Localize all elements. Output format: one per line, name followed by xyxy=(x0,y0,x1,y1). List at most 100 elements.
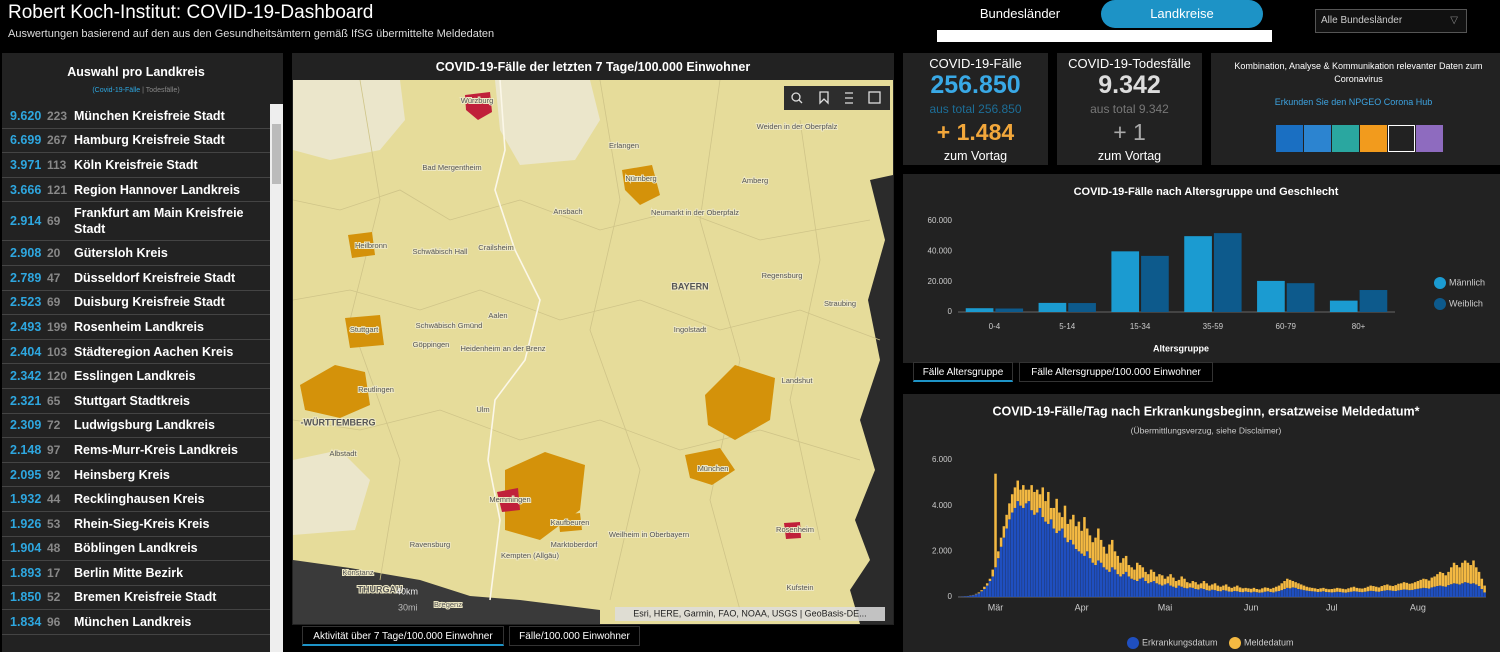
bar xyxy=(1019,505,1022,597)
list-row[interactable]: 2.309 72 Ludwigsburg Landkreis xyxy=(2,414,270,439)
bar xyxy=(1355,587,1359,592)
list-row[interactable]: 6.699 267 Hamburg Kreisfreie Stadt xyxy=(2,129,270,154)
bar xyxy=(1436,574,1439,587)
age-tab[interactable]: Fälle Altersgruppe/100.000 Einwohner xyxy=(1019,362,1213,382)
row-deaths: 223 xyxy=(47,108,68,123)
bar xyxy=(1324,588,1328,592)
bar xyxy=(1247,588,1250,592)
row-name: Gütersloh Kreis xyxy=(74,246,168,261)
bar xyxy=(1035,512,1039,597)
state-border xyxy=(487,80,541,601)
list-row[interactable]: 2.095 92 Heinsberg Kreis xyxy=(2,463,270,488)
dropdown[interactable]: Alle Bundesländer ▽ xyxy=(1315,9,1467,33)
scale-mi: 30mi xyxy=(398,602,418,612)
bar xyxy=(983,586,986,590)
list-row[interactable]: 2.404 103 Städteregion Aachen Kreis xyxy=(2,340,270,365)
tool-basemap[interactable] xyxy=(868,91,881,104)
icon[interactable] xyxy=(1388,125,1415,152)
tool-search[interactable] xyxy=(791,92,801,102)
list-row[interactable]: 2.321 65 Stuttgart Stadtkreis xyxy=(2,389,270,414)
bar xyxy=(965,308,994,312)
info-link[interactable]: Erkunden Sie den NPGEO Corona Hub xyxy=(1274,97,1433,107)
map-label: Reutlingen xyxy=(358,385,394,394)
list-row[interactable]: 3.666 121 Region Hannover Landkreis xyxy=(2,178,270,203)
map-toolbar[interactable] xyxy=(784,86,890,110)
bar xyxy=(1152,571,1156,582)
bar xyxy=(1402,589,1406,597)
map-tab[interactable]: Fälle/100.000 Einwohner xyxy=(509,626,640,646)
bar xyxy=(1038,507,1042,597)
bar xyxy=(1197,589,1200,597)
tool-bookmark[interactable] xyxy=(819,91,829,105)
bar xyxy=(1044,501,1047,522)
bar xyxy=(1425,579,1428,589)
bar xyxy=(1072,544,1075,597)
bar xyxy=(1083,517,1086,556)
bar xyxy=(1311,591,1314,597)
bar xyxy=(1319,591,1322,597)
bar xyxy=(1127,565,1131,577)
y-tick-label: 20.000 xyxy=(928,277,953,286)
list-row[interactable]: 2.523 69 Duisburg Kreisfreie Stadt xyxy=(2,291,270,316)
bar xyxy=(1274,591,1278,597)
bar xyxy=(1149,569,1153,583)
bar xyxy=(1149,582,1153,597)
bar xyxy=(1333,592,1336,597)
icon[interactable] xyxy=(1332,125,1359,152)
card-title: COVID-19-Fälle xyxy=(929,56,1022,71)
card-title: COVID-19-Todesfälle xyxy=(1068,56,1191,71)
list-row[interactable]: 2.148 97 Rems-Murr-Kreis Landkreis xyxy=(2,438,270,463)
icon[interactable] xyxy=(1360,125,1387,152)
bar xyxy=(1480,578,1484,590)
list-row[interactable]: 9.620 223 München Kreisfreie Stadt xyxy=(2,104,270,129)
list-row[interactable]: 2.914 69 Frankfurt am Main Kreisfreie Stad… xyxy=(2,202,270,242)
bar xyxy=(1130,567,1133,579)
bar xyxy=(1063,505,1067,538)
scale-km: 40km xyxy=(396,586,418,596)
bar xyxy=(999,537,1003,547)
row-deaths: 53 xyxy=(47,516,61,531)
bar xyxy=(1002,537,1006,597)
list-row[interactable]: 1.834 96 München Landkreis xyxy=(2,610,270,635)
tool-legend[interactable] xyxy=(845,92,853,104)
tab-active[interactable]: Landkreise xyxy=(1101,0,1263,28)
bar xyxy=(1305,586,1309,591)
list-row[interactable]: 1.850 52 Bremen Kreisfreie Stadt xyxy=(2,586,270,611)
list-row[interactable]: 1.893 17 Berlin Mitte Bezirk xyxy=(2,561,270,586)
bar xyxy=(1280,590,1283,597)
bar xyxy=(1219,591,1222,597)
row-deaths: 69 xyxy=(47,295,61,310)
chart-title: COVID-19-Fälle/Tag nach Erkrankungsbegin… xyxy=(993,404,1420,418)
list-row[interactable]: 2.908 20 Gütersloh Kreis xyxy=(2,241,270,266)
dropdown-arrow: ▽ xyxy=(1450,15,1458,26)
bar xyxy=(1188,587,1192,597)
map-tab[interactable]: Aktivität über 7 Tage/100.000 Einwohner xyxy=(302,626,504,646)
icon[interactable] xyxy=(1276,125,1303,152)
list: 9.620 223 München Kreisfreie Stadt 6.699 267… xyxy=(2,104,270,635)
bar xyxy=(977,592,981,594)
row-cases: 2.309 xyxy=(10,418,42,433)
icon[interactable] xyxy=(1304,125,1331,152)
row-deaths: 92 xyxy=(47,467,61,482)
row-name: Esslingen Landkreis xyxy=(74,369,196,384)
bar xyxy=(1466,562,1470,583)
map-label: THURGAU xyxy=(358,584,403,594)
list-row[interactable]: 3.971 113 Köln Kreisfreie Stadt xyxy=(2,153,270,178)
map[interactable]: Würzburg Erlangen Nürnberg Bad Mergentheim A… xyxy=(293,80,893,624)
age-tab[interactable]: Fälle Altersgruppe xyxy=(913,362,1013,382)
bar xyxy=(1241,588,1245,593)
bar xyxy=(1122,574,1125,597)
bar xyxy=(1186,582,1189,589)
bar xyxy=(1085,551,1089,597)
list-row[interactable]: 1.926 53 Rhein-Sieg-Kreis Kreis xyxy=(2,512,270,537)
bar xyxy=(1316,589,1320,592)
map-title: COVID-19-Fälle der letzten 7 Tage/100.00… xyxy=(435,60,751,74)
list-row[interactable]: 1.932 44 Recklinghausen Kreis xyxy=(2,487,270,512)
icon[interactable] xyxy=(1416,125,1443,152)
list-row[interactable]: 2.789 47 Düsseldorf Kreisfreie Stadt xyxy=(2,266,270,291)
tab[interactable]: Bundesländer xyxy=(979,6,1061,21)
list-row[interactable]: 1.904 48 Böblingen Landkreis xyxy=(2,537,270,562)
bar xyxy=(1180,576,1183,587)
list-row[interactable]: 2.493 199 Rosenheim Landkreis xyxy=(2,315,270,340)
list-row[interactable]: 2.342 120 Esslingen Landkreis xyxy=(2,364,270,389)
